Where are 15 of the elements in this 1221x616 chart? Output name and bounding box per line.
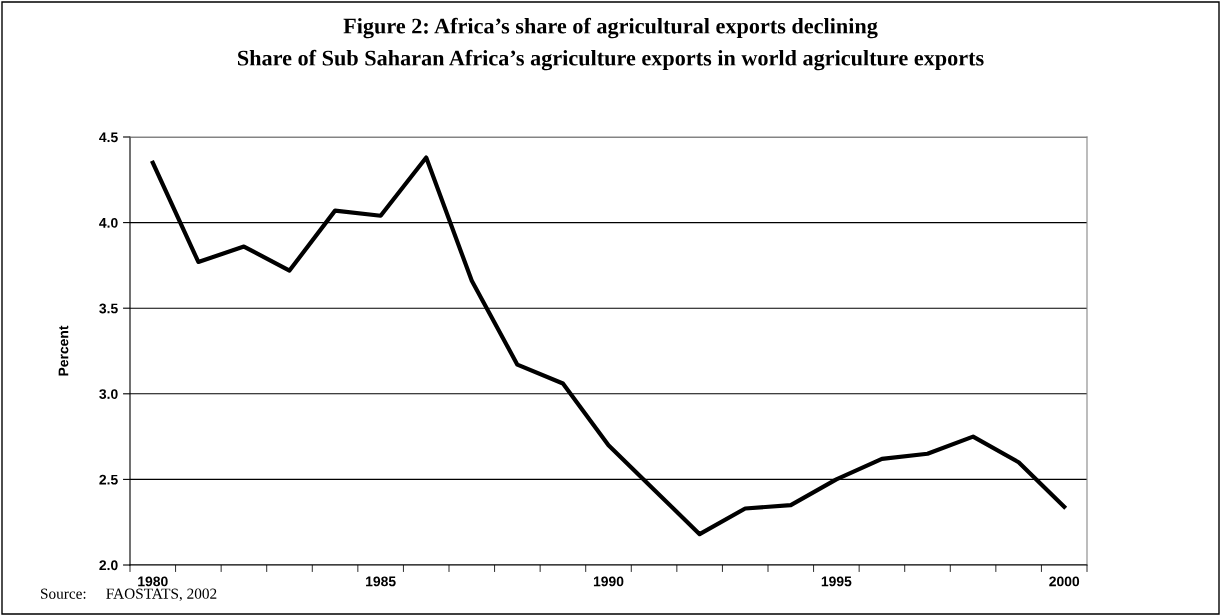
y-tick-label: 2.5: [99, 474, 118, 485]
y-tick-label: 2.0: [99, 560, 118, 571]
x-tick-label: 1980: [138, 576, 168, 587]
x-tick-label: 1985: [366, 576, 396, 587]
chart-title: Figure 2: Africa’s share of agricultural exports declining: [343, 17, 878, 39]
y-tick-label: 3.5: [99, 303, 118, 314]
y-axis-title: Percent: [58, 325, 69, 376]
x-tick-label: 1990: [593, 576, 624, 587]
x-tick-label: 2000: [1049, 576, 1080, 587]
source-note: Source: FAOSTATS, 2002: [41, 588, 217, 602]
x-tick-label: 1995: [821, 576, 852, 587]
y-tick-label: 4.5: [99, 132, 118, 143]
y-tick-label: 3.0: [99, 389, 118, 399]
y-tick-label: 4.0: [99, 217, 118, 228]
chart-subtitle: Share of Sub Saharan Africa’s agriculture exports in world agriculture exports: [238, 49, 984, 71]
